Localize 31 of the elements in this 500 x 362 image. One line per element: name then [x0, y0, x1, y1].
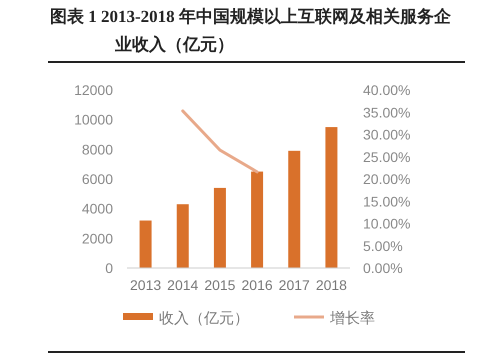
y-tick-label: 12000	[74, 82, 114, 98]
bar	[288, 150, 300, 268]
y-tick-label: 8000	[82, 141, 114, 158]
y2-tick-label: 0.00%	[363, 260, 403, 276]
y-tick-label: 0	[105, 260, 114, 276]
y2-tick-label: 40.00%	[363, 82, 410, 98]
title: 图表 1 2013-2018 年中国规模以上互联网及相关服务企业收入（亿元）	[50, 7, 451, 54]
x-tick-label: 2015	[204, 277, 236, 293]
bar	[140, 220, 152, 268]
x-tick-label: 2016	[242, 277, 273, 293]
y-tick-label: 4000	[82, 200, 114, 217]
y2-tick-label: 10.00%	[363, 216, 410, 232]
bar	[325, 127, 338, 268]
legend-label: 收入（亿元）	[159, 310, 249, 327]
bar	[176, 204, 189, 268]
y2-tick-label: 15.00%	[363, 193, 410, 210]
legend-label: 增长率	[329, 310, 375, 327]
y-tick-label: 6000	[82, 171, 114, 187]
y2-tick-label: 5.00%	[363, 238, 403, 254]
bar	[251, 172, 264, 268]
x-tick-label: 2017	[278, 277, 310, 293]
x-tick-label: 2013	[130, 277, 162, 293]
y2-tick-label: 35.00%	[363, 104, 410, 120]
y-tick-label: 2000	[82, 230, 114, 246]
y2-tick-label: 20.00%	[363, 171, 410, 187]
y2-tick-label: 25.00%	[363, 148, 410, 165]
y-tick-label: 10000	[74, 112, 114, 128]
x-tick-label: 2014	[167, 277, 199, 293]
x-tick-label: 2018	[316, 277, 348, 293]
y2-tick-label: 30.00%	[363, 126, 410, 142]
bar	[214, 188, 226, 268]
